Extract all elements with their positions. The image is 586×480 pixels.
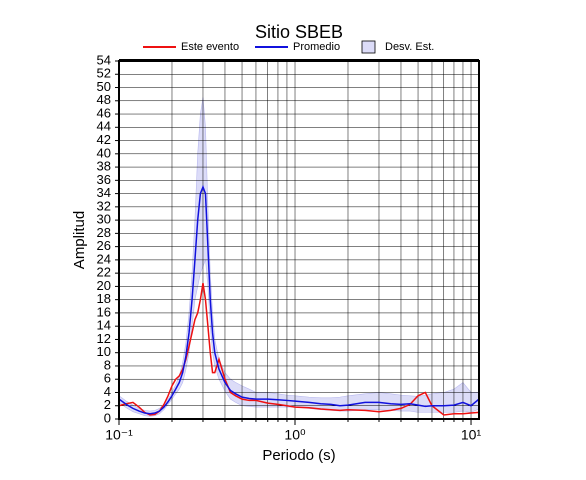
y-tick-label: 10 <box>97 344 111 359</box>
std-band <box>118 97 480 417</box>
y-tick-label: 0 <box>104 410 111 425</box>
legend-swatch <box>361 40 376 54</box>
legend-item: Desv. Est. <box>361 40 434 54</box>
legend-item: Este evento <box>143 41 239 53</box>
legend-label: Este evento <box>181 41 239 53</box>
y-tick-label: 12 <box>97 331 111 346</box>
y-tick-label: 16 <box>97 304 111 319</box>
y-tick-label: 24 <box>97 251 111 266</box>
plot-frame <box>118 60 480 420</box>
y-tick-label: 8 <box>104 357 111 372</box>
x-axis-label: Periodo (s) <box>262 447 335 464</box>
y-tick-label: 6 <box>104 371 111 386</box>
x-tick-label: 10⁻¹ <box>105 427 133 443</box>
y-tick-label: 48 <box>97 92 111 107</box>
y-tick-label: 50 <box>97 79 111 94</box>
legend-label: Desv. Est. <box>385 41 434 53</box>
y-tick-label: 46 <box>97 105 111 120</box>
y-tick-label: 30 <box>97 212 111 227</box>
series-line <box>118 282 480 416</box>
y-tick-label: 36 <box>97 172 111 187</box>
y-tick-label: 4 <box>104 384 111 399</box>
y-tick-label: 28 <box>97 225 111 240</box>
y-tick-label: 52 <box>97 66 111 81</box>
y-tick-label: 54 <box>97 52 111 67</box>
y-tick-label: 34 <box>97 185 111 200</box>
y-tick-label: 26 <box>97 238 111 253</box>
chart-title: Sitio SBEB <box>255 22 343 42</box>
y-tick-label: 22 <box>97 265 111 280</box>
y-tick-label: 18 <box>97 291 111 306</box>
series-line <box>118 184 480 415</box>
legend-label: Promedio <box>293 41 340 53</box>
y-tick-label: 32 <box>97 198 111 213</box>
x-tick-label: 10¹ <box>461 427 482 443</box>
y-tick-label: 38 <box>97 159 111 174</box>
y-axis-label: Amplitud <box>71 211 88 269</box>
x-tick-label: 10⁰ <box>284 427 306 443</box>
y-tick-label: 44 <box>97 119 111 134</box>
y-tick-label: 14 <box>97 318 111 333</box>
y-tick-label: 20 <box>97 278 111 293</box>
y-tick-label: 2 <box>104 397 111 412</box>
legend-item: Promedio <box>255 41 340 53</box>
y-tick-label: 40 <box>97 145 111 160</box>
y-tick-label: 42 <box>97 132 111 147</box>
